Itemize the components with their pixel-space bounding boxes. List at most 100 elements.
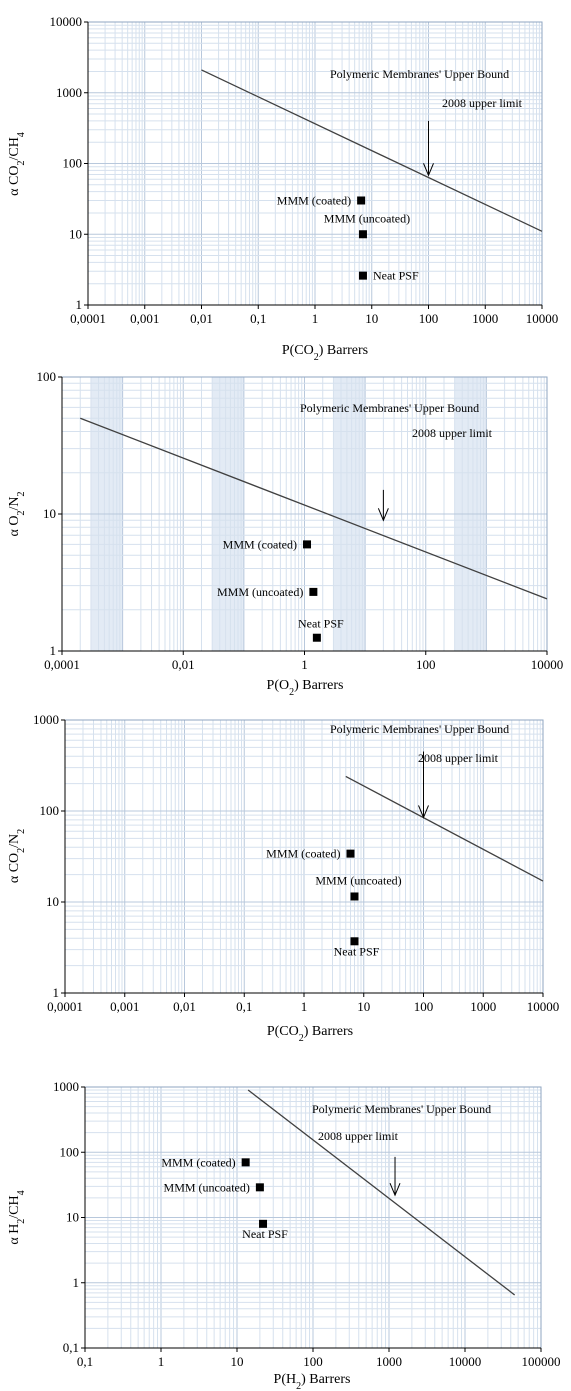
x-tick-label: 10000 — [526, 311, 559, 326]
upper-bound-line — [201, 69, 543, 232]
data-point-label: MMM (uncoated) — [164, 1180, 250, 1194]
y-tick-label: 10 — [43, 506, 56, 521]
x-axis-label: P(H2) Barrers — [274, 1372, 351, 1391]
y-tick-label: 1 — [50, 643, 57, 658]
data-point-label: Neat PSF — [242, 1227, 288, 1241]
data-point-label: MMM (coated) — [266, 847, 340, 861]
x-tick-label: 100000 — [522, 1354, 561, 1369]
x-tick-label: 1000 — [470, 999, 496, 1014]
x-tick-label: 0,001 — [110, 999, 139, 1014]
data-point-label: Neat PSF — [334, 944, 380, 958]
x-tick-label: 10 — [357, 999, 370, 1014]
x-tick-label: 1 — [301, 657, 308, 672]
chart-3: 0,0001 0,001 0,01 0,1 1 10 100 1000 10000 1 10 100 1… — [7, 712, 559, 1044]
x-tick-label: 0,1 — [250, 311, 266, 326]
data-point-label: Neat PSF — [298, 617, 344, 631]
data-point-marker — [346, 849, 355, 858]
x-axis-label: P(O2) Barrers — [267, 678, 344, 698]
y-tick-label: 10 — [46, 894, 59, 909]
data-point-marker — [357, 196, 366, 205]
upper-bound-label: Polymeric Membranes' Upper Bound — [330, 67, 509, 81]
limit-arrow — [389, 1156, 401, 1197]
data-point-marker — [259, 1219, 268, 1228]
y-tick-label: 100 — [60, 1144, 80, 1159]
y-tick-label: 0,1 — [63, 1340, 79, 1355]
x-tick-label: 0,01 — [172, 657, 195, 672]
y-tick-label: 100 — [63, 156, 83, 171]
data-point-marker — [358, 230, 367, 239]
y-tick-label: 1 — [76, 297, 83, 312]
limit-label: 2008 upper limit — [418, 751, 499, 765]
y-tick-label: 10 — [69, 226, 82, 241]
x-tick-label: 0,001 — [130, 311, 159, 326]
y-tick-label: 10 — [66, 1210, 79, 1225]
x-tick-label: 0,1 — [236, 999, 252, 1014]
x-tick-label: 0,0001 — [47, 999, 83, 1014]
data-point-label: Neat PSF — [373, 269, 419, 283]
chart-4: 0,1 1 10 100 1000 10000 100000 0,1 1 10 100 1000 P(H… — [7, 1079, 561, 1391]
x-gridlines — [82, 720, 541, 993]
x-tick-label: 1000 — [472, 311, 498, 326]
data-point-label: MMM (coated) — [161, 1155, 235, 1169]
y-axis-label: α CO2/CH4 — [7, 132, 27, 196]
data-point-label: MMM (coated) — [223, 537, 297, 551]
x-axis-label: P(CO2) Barrers — [267, 1024, 353, 1044]
data-point-label: MMM (coated) — [277, 193, 351, 207]
upper-bound-line — [80, 417, 548, 600]
data-point-marker — [241, 1158, 250, 1167]
x-tick-label: 10 — [231, 1354, 244, 1369]
x-tick-label: 10 — [365, 311, 378, 326]
limit-label: 2008 upper limit — [412, 426, 493, 440]
y-axis-label: α H2/CH4 — [7, 1190, 27, 1244]
x-tick-label: 1 — [301, 999, 308, 1014]
y-tick-label: 1 — [53, 985, 60, 1000]
y-tick-label: 1000 — [56, 85, 82, 100]
data-point-marker — [350, 892, 359, 901]
x-tick-label: 0,0001 — [70, 311, 106, 326]
y-gridlines — [85, 1089, 541, 1329]
y-axis-label: α O2/N2 — [7, 492, 27, 537]
limit-label: 2008 upper limit — [442, 96, 523, 110]
limit-arrow — [423, 120, 434, 177]
x-axis-label: P(CO2) Barrers — [282, 343, 368, 363]
y-gridlines — [65, 723, 543, 967]
x-tick-label: 100 — [416, 657, 436, 672]
upper-bound-label: Polymeric Membranes' Upper Bound — [300, 401, 479, 415]
x-tick-label: 100 — [419, 311, 439, 326]
y-tick-label: 1000 — [53, 1079, 79, 1094]
upper-bound-label: Polymeric Membranes' Upper Bound — [312, 1102, 491, 1116]
x-tick-label: 100 — [303, 1354, 323, 1369]
x-tick-label: 0,0001 — [44, 657, 80, 672]
y-tick-label: 10000 — [50, 14, 83, 29]
chart-2: 0,0001 0,01 1 100 10000 1 10 100 P(O2) Barrers α … — [7, 369, 563, 698]
data-point-marker — [303, 540, 312, 549]
x-tick-label: 10000 — [449, 1354, 482, 1369]
upper-bound-line — [345, 775, 544, 882]
data-point-marker — [312, 633, 321, 642]
data-point-marker — [309, 587, 318, 596]
x-tick-label: 0,01 — [173, 999, 196, 1014]
x-tick-label: 0,1 — [77, 1354, 93, 1369]
data-point-marker — [255, 1183, 264, 1192]
limit-arrow — [418, 751, 429, 819]
x-tick-label: 1000 — [376, 1354, 402, 1369]
y-axis-label: α CO2/N2 — [7, 829, 27, 883]
y-tick-label: 1 — [73, 1275, 80, 1290]
x-tick-label: 0,01 — [190, 311, 213, 326]
y-tick-label: 1000 — [33, 712, 59, 727]
x-tick-label: 10000 — [527, 999, 560, 1014]
y-gridlines — [88, 24, 542, 285]
x-tick-label: 1 — [158, 1354, 165, 1369]
data-point-label: MMM (uncoated) — [324, 211, 410, 225]
x-tick-label: 100 — [414, 999, 434, 1014]
y-tick-label: 100 — [37, 369, 57, 384]
x-tick-label: 1 — [312, 311, 319, 326]
limit-arrow — [377, 489, 389, 522]
data-point-marker — [350, 937, 359, 946]
limit-label: 2008 upper limit — [318, 1129, 399, 1143]
data-point-label: MMM (uncoated) — [217, 585, 303, 599]
x-tick-label: 10000 — [531, 657, 564, 672]
data-point-marker — [358, 271, 367, 280]
chart-1: 0,0001 0,001 0,01 0,1 1 10 100 1000 10000 1 10 100 1… — [7, 14, 558, 363]
